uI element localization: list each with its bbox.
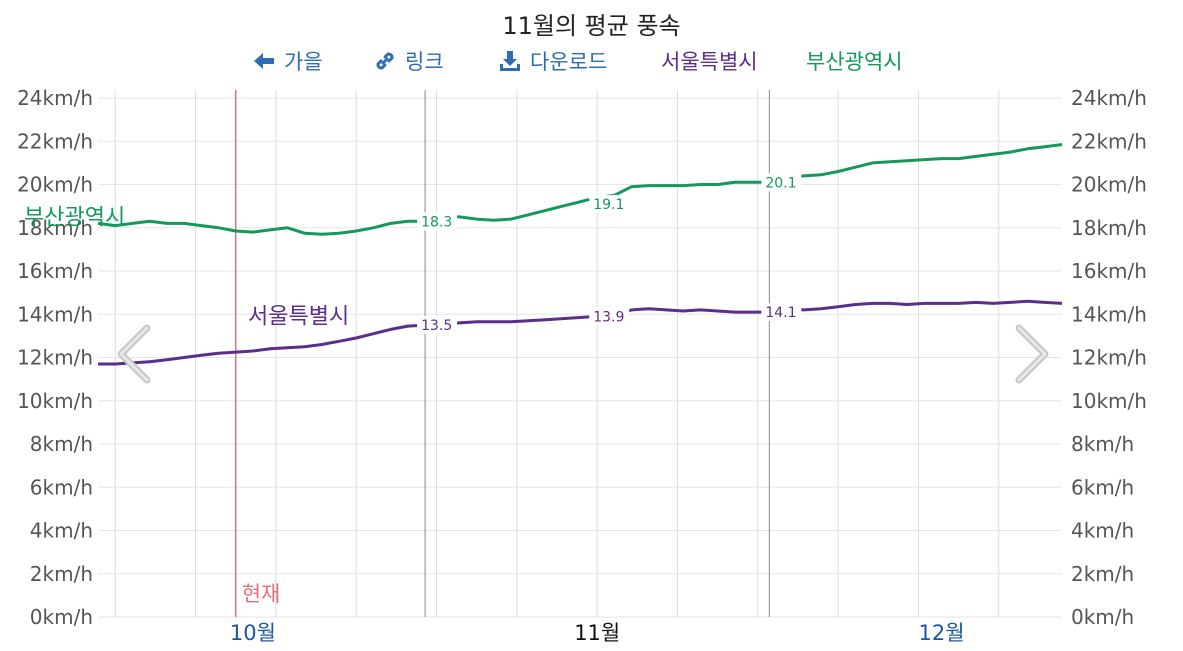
series-name-label: 서울특별시 bbox=[248, 305, 349, 330]
y-tick-label-left: 24km/h bbox=[17, 86, 93, 110]
data-label: 14.1 bbox=[765, 305, 796, 321]
y-tick-label-right: 6km/h bbox=[1071, 475, 1134, 499]
y-tick-label-right: 12km/h bbox=[1071, 346, 1147, 370]
x-axis: 10월 11월 12월 bbox=[230, 621, 965, 645]
y-tick-label-right: 10km/h bbox=[1071, 389, 1147, 413]
chart-title: 11월의 평균 풍속 bbox=[502, 12, 681, 40]
arrow-left-icon bbox=[254, 53, 274, 69]
series-layer: 18.3 19.1 20.1 부산광역시 13.5 13.9 14.1 서울특별시 bbox=[24, 143, 1063, 366]
legend-item-seoul[interactable]: 서울특별시 bbox=[661, 46, 758, 76]
data-label: 19.1 bbox=[593, 197, 624, 213]
data-label: 20.1 bbox=[765, 175, 796, 191]
y-tick-label-right: 22km/h bbox=[1071, 129, 1147, 153]
y-tick-label-left: 8km/h bbox=[30, 432, 93, 456]
y-tick-label-left: 4km/h bbox=[30, 519, 93, 543]
y-tick-label-left: 2km/h bbox=[30, 562, 93, 586]
download-icon bbox=[500, 51, 520, 71]
series-line-0 bbox=[786, 143, 1063, 180]
x-month-label: 11월 bbox=[574, 621, 620, 645]
link-icon bbox=[376, 52, 394, 70]
series-name-label: 부산광역시 bbox=[24, 205, 125, 230]
y-tick-label-left: 18km/h bbox=[17, 216, 93, 240]
data-label-bg bbox=[417, 316, 458, 335]
data-label-bg bbox=[761, 303, 802, 322]
x-month-label: 10월 bbox=[230, 621, 276, 645]
data-label-bg bbox=[417, 212, 458, 231]
series-line-1 bbox=[786, 299, 1063, 312]
y-axis-right: 0km/h 2km/h 4km/h 6km/h 8km/h 10km/h 12km/h 14k… bbox=[1071, 86, 1147, 629]
y-tick-label-left: 20km/h bbox=[17, 173, 93, 197]
y-tick-label-left: 12km/h bbox=[17, 346, 93, 370]
series-line-1 bbox=[98, 323, 426, 366]
data-label: 18.3 bbox=[421, 214, 452, 230]
y-tick-label-left: 0km/h bbox=[30, 605, 93, 629]
legend-label-seoul: 서울특별시 bbox=[661, 50, 758, 74]
back-button[interactable]: 가을 bbox=[252, 46, 323, 76]
y-tick-label-left: 16km/h bbox=[17, 259, 93, 283]
chevron-left-icon bbox=[117, 324, 151, 384]
y-tick-label-left: 14km/h bbox=[17, 302, 93, 326]
data-label: 13.5 bbox=[421, 318, 452, 334]
download-button[interactable]: 다운로드 bbox=[498, 46, 607, 76]
chart-toolbar: 가을 링크 다운로드 서울특별시 부산광역시 bbox=[0, 46, 1183, 76]
y-tick-label-right: 0km/h bbox=[1071, 605, 1134, 629]
download-button-label: 다운로드 bbox=[530, 50, 608, 74]
data-label: 13.9 bbox=[593, 309, 624, 325]
data-label-bg bbox=[589, 307, 630, 326]
y-tick-label-left: 22km/h bbox=[17, 129, 93, 153]
series-line-0 bbox=[97, 219, 426, 236]
gridlines: 현재 bbox=[98, 90, 1062, 618]
next-period-button[interactable] bbox=[1015, 324, 1049, 384]
y-tick-label-right: 16km/h bbox=[1071, 259, 1147, 283]
legend-item-busan[interactable]: 부산광역시 bbox=[806, 46, 903, 76]
y-tick-label-right: 20km/h bbox=[1071, 173, 1147, 197]
current-date-label: 현재 bbox=[242, 582, 281, 606]
data-label-bg bbox=[761, 173, 802, 192]
x-month-label: 12월 bbox=[918, 621, 964, 645]
back-button-label: 가을 bbox=[284, 50, 323, 74]
y-tick-label-left: 10km/h bbox=[17, 389, 93, 413]
y-tick-label-right: 4km/h bbox=[1071, 519, 1134, 543]
y-tick-label-left: 6km/h bbox=[30, 475, 93, 499]
prev-period-button[interactable] bbox=[117, 324, 151, 384]
y-tick-label-right: 8km/h bbox=[1071, 432, 1134, 456]
y-tick-label-right: 14km/h bbox=[1071, 302, 1147, 326]
link-button[interactable]: 링크 bbox=[373, 46, 444, 76]
y-tick-label-right: 24km/h bbox=[1071, 86, 1147, 110]
y-tick-label-right: 2km/h bbox=[1071, 562, 1134, 586]
data-label-bg bbox=[589, 194, 630, 213]
chevron-right-icon bbox=[1015, 324, 1049, 384]
y-axis-left: 0km/h 2km/h 4km/h 6km/h 8km/h 10km/h 12km/h 14k… bbox=[17, 86, 93, 629]
link-button-label: 링크 bbox=[405, 50, 444, 74]
legend-label-busan: 부산광역시 bbox=[806, 50, 903, 74]
y-tick-label-right: 18km/h bbox=[1071, 216, 1147, 240]
